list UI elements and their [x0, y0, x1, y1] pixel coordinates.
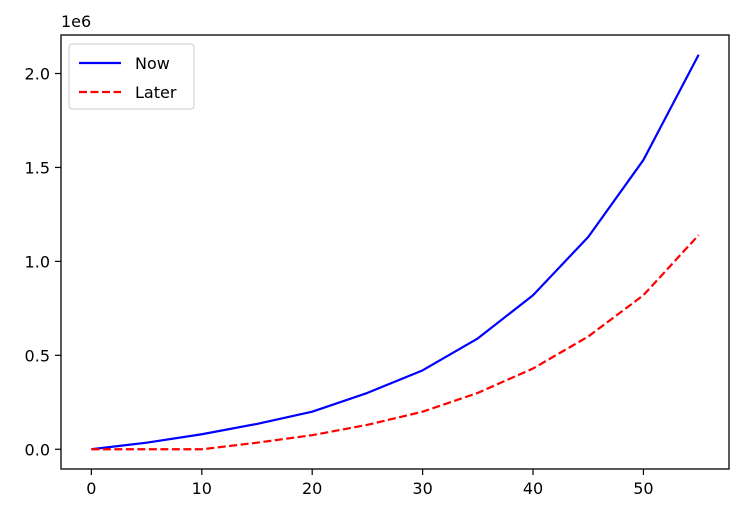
- series-group: [91, 54, 700, 451]
- y-tick-label: 2.0: [25, 65, 50, 84]
- x-tick-label: 10: [192, 479, 212, 498]
- x-tick-label: 0: [86, 479, 96, 498]
- axes: 0 10 20 30 40 50 0.0 0.5 1.0 1.5 2.0: [25, 34, 730, 498]
- x-tick-label: 50: [633, 479, 653, 498]
- y-axis-offset-label: 1e6: [61, 12, 91, 31]
- y-tick-label: 1.5: [25, 158, 50, 177]
- y-tick-label: 0.5: [25, 346, 50, 365]
- series-line-now: [91, 54, 700, 451]
- x-tick-label: 30: [412, 479, 432, 498]
- legend-label-later: Later: [135, 83, 177, 102]
- axes-frame: [60, 34, 730, 470]
- x-tick-label: 40: [523, 479, 543, 498]
- y-tick-label: 1.0: [25, 252, 50, 271]
- y-tick-label: 0.0: [25, 440, 50, 459]
- legend: Now Later: [68, 43, 195, 110]
- legend-box: [68, 43, 195, 110]
- legend-label-now: Now: [135, 54, 170, 73]
- x-tick-label: 20: [302, 479, 322, 498]
- series-line-later: [91, 234, 700, 451]
